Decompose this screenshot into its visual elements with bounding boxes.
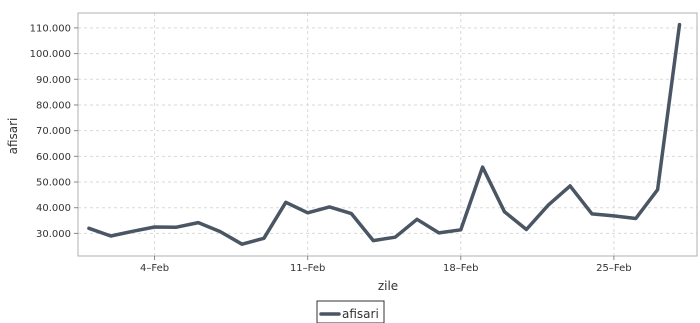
- y-tick-label: 30.000: [36, 229, 71, 240]
- y-tick-label: 100.000: [30, 49, 71, 60]
- plot-area: [77, 12, 698, 257]
- x-axis: 4–Feb 11–Feb 18–Feb 25–Feb: [140, 256, 632, 274]
- y-axis-title: afisari: [6, 118, 20, 155]
- y-tick-label: 90.000: [36, 75, 71, 86]
- y-tick-label: 40.000: [36, 203, 71, 214]
- y-tick-label: 110.000: [30, 23, 71, 34]
- x-tick-label: 4–Feb: [140, 263, 169, 274]
- legend-label-afisari: afisari: [342, 307, 379, 321]
- gridlines: [78, 13, 697, 256]
- y-axis: 30.000 40.000 50.000 60.000 70.000 80.000 90.0…: [30, 23, 78, 240]
- y-tick-label: 80.000: [36, 100, 71, 111]
- x-tick-label: 11–Feb: [290, 263, 325, 274]
- x-tick-label: 18–Feb: [443, 263, 478, 274]
- series-line-afisari: [87, 22, 682, 246]
- y-tick-label: 60.000: [36, 152, 71, 163]
- y-tick-label: 50.000: [36, 178, 71, 189]
- legend-box: [316, 300, 385, 323]
- y-tick-label: 70.000: [36, 126, 71, 137]
- x-tick-label: 25–Feb: [596, 263, 631, 274]
- x-axis-title: zile: [378, 279, 398, 293]
- legend[interactable]: afisari: [316, 300, 385, 323]
